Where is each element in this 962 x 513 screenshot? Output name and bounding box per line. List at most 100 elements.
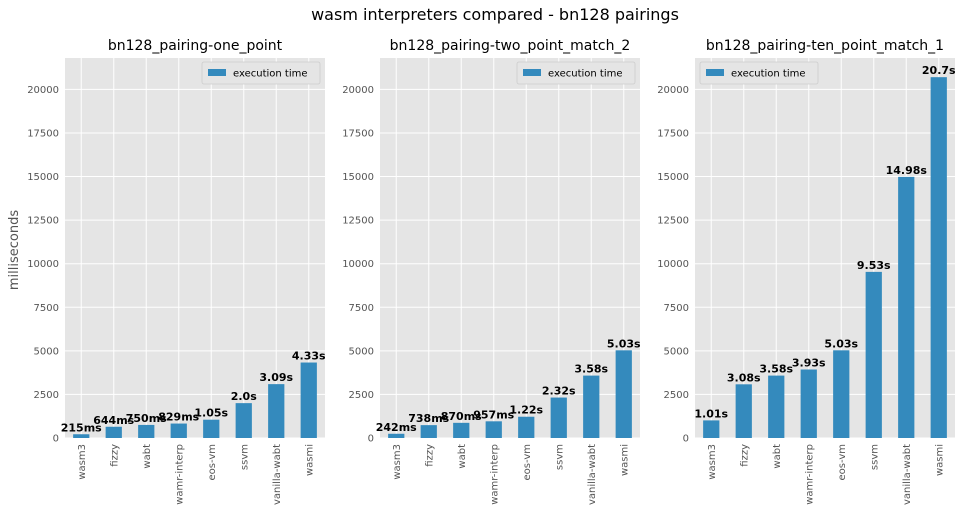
- chart-panels: 0 2500 5000 7500 10000 12500 15000 17500 20000 21…: [27, 38, 956, 505]
- data-label: 1.22s: [509, 404, 543, 417]
- bar-eos-vm: [833, 350, 850, 438]
- x-tick-label: fizzy: [424, 444, 435, 467]
- data-label: 3.09s: [259, 371, 293, 384]
- x-tick-label: wabt: [772, 444, 783, 469]
- chart-panel-1: 0 2500 5000 7500 10000 12500 15000 17500 20000 21…: [27, 38, 326, 505]
- y-tick-label: 15000: [657, 172, 689, 183]
- legend-swatch: [208, 69, 226, 76]
- data-label: 1.01s: [694, 407, 728, 420]
- y-tick-label: 5000: [664, 346, 689, 357]
- x-tick-label: ssvm: [554, 444, 565, 470]
- data-label: 2.0s: [231, 390, 257, 403]
- data-label: 1.05s: [194, 407, 228, 420]
- y-tick-label: 15000: [342, 172, 374, 183]
- legend-swatch: [523, 69, 541, 76]
- bar-wasmi: [615, 350, 632, 438]
- y-tick-label: 17500: [27, 128, 59, 139]
- x-tick-label: fizzy: [109, 444, 120, 467]
- panel-title: bn128_pairing-ten_point_match_1: [706, 38, 944, 54]
- data-label: 2.32s: [542, 385, 576, 398]
- data-label: 3.93s: [792, 356, 826, 369]
- x-tick-label: wamr-interp: [804, 444, 815, 505]
- x-tick-label: vanilla-wabt: [272, 444, 283, 505]
- y-tick-label: 12500: [342, 216, 374, 227]
- y-tick-label: 12500: [657, 216, 689, 227]
- x-tick-label: vanilla-wabt: [902, 444, 913, 505]
- y-tick-label: 0: [53, 434, 59, 445]
- x-tick-label: eos-vm: [207, 444, 218, 480]
- data-label: 829ms: [158, 411, 199, 424]
- legend-label: execution time: [233, 69, 308, 80]
- bar-eos-vm: [518, 416, 535, 438]
- y-tick-label: 20000: [27, 85, 59, 96]
- panel-title: bn128_pairing-two_point_match_2: [390, 38, 631, 54]
- y-tick-label: 0: [368, 434, 374, 445]
- figure-suptitle: wasm interpreters compared - bn128 pairi…: [311, 5, 679, 24]
- y-tick-label: 5000: [34, 346, 59, 357]
- x-tick-label: ssvm: [239, 444, 250, 470]
- data-label: 20.7s: [922, 64, 956, 77]
- plot-area: [380, 58, 640, 438]
- bar-wamr-interp: [800, 369, 817, 438]
- legend-label: execution time: [548, 69, 623, 80]
- x-tick-label: eos-vm: [522, 444, 533, 480]
- panel-title: bn128_pairing-one_point: [108, 38, 283, 54]
- y-tick-label: 7500: [34, 303, 59, 314]
- bar-wabt: [768, 375, 785, 438]
- bar-wasmi: [930, 77, 947, 438]
- bar-ssvm: [235, 403, 252, 438]
- legend-box: [201, 61, 321, 85]
- bar-fizzy: [735, 384, 752, 438]
- x-tick-label: ssvm: [869, 444, 880, 470]
- x-tick-label: wasmi: [304, 444, 315, 476]
- legend: execution time: [516, 61, 636, 85]
- data-label: 3.58s: [574, 363, 608, 376]
- y-tick-label: 20000: [657, 85, 689, 96]
- bar-wabt: [453, 422, 470, 438]
- data-label: 750ms: [126, 412, 167, 425]
- x-tick-label: wasm3: [77, 444, 88, 480]
- x-tick-label: wamr-interp: [489, 444, 500, 505]
- bar-eos-vm: [203, 419, 220, 438]
- x-tick-label: wasmi: [619, 444, 630, 476]
- data-label: 4.33s: [292, 350, 326, 363]
- y-tick-label: 10000: [657, 259, 689, 270]
- y-tick-label: 5000: [349, 346, 374, 357]
- data-label: 5.03s: [607, 337, 641, 350]
- bar-wasm3: [703, 420, 720, 438]
- x-tick-label: wasm3: [392, 444, 403, 480]
- y-tick-label: 10000: [342, 259, 374, 270]
- data-label: 9.53s: [857, 259, 891, 272]
- x-tick-label: wabt: [142, 444, 153, 469]
- y-tick-label: 7500: [349, 303, 374, 314]
- legend-swatch: [706, 69, 724, 76]
- y-tick-label: 7500: [664, 303, 689, 314]
- y-tick-label: 17500: [657, 128, 689, 139]
- x-tick-label: wasmi: [934, 444, 945, 476]
- data-label: 957ms: [473, 408, 514, 421]
- bar-vanilla-wabt: [583, 375, 600, 438]
- legend-box: [699, 61, 819, 85]
- data-label: 870ms: [441, 410, 482, 423]
- data-label: 215ms: [61, 421, 102, 434]
- x-tick-label: vanilla-wabt: [587, 444, 598, 505]
- x-tick-label: fizzy: [739, 444, 750, 467]
- bar-wasm3: [73, 434, 90, 438]
- y-tick-label: 10000: [27, 259, 59, 270]
- bar-fizzy: [105, 426, 122, 438]
- legend-label: execution time: [731, 69, 806, 80]
- legend: execution time: [699, 61, 819, 85]
- x-tick-label: wasm3: [707, 444, 718, 480]
- data-label: 3.08s: [727, 371, 761, 384]
- chart-panel-3: 0 2500 5000 7500 10000 12500 15000 17500 20000 1.…: [657, 38, 956, 505]
- legend-box: [516, 61, 636, 85]
- bar-ssvm: [550, 397, 567, 438]
- legend: execution time: [201, 61, 321, 85]
- x-tick-label: wabt: [457, 444, 468, 469]
- y-tick-label: 2500: [349, 390, 374, 401]
- data-label: 14.98s: [886, 164, 928, 177]
- y-tick-label: 2500: [34, 390, 59, 401]
- bar-ssvm: [865, 271, 882, 438]
- y-tick-label: 0: [683, 434, 689, 445]
